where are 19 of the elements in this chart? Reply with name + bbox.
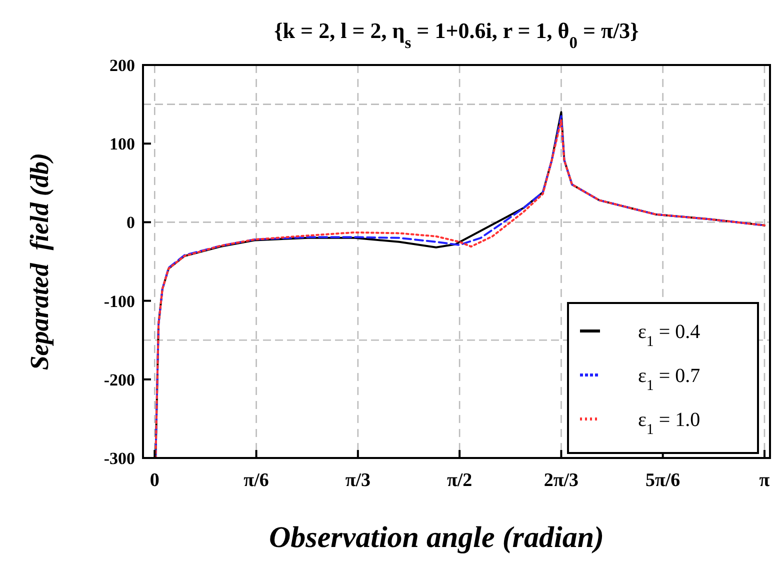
x-tick-label: π/6 bbox=[244, 470, 269, 491]
legend-label: ε$_{1}$ = 1.0 bbox=[638, 409, 700, 438]
y-tick-label: 0 bbox=[126, 213, 135, 232]
x-tick-label: π/2 bbox=[446, 470, 472, 491]
x-tick-label: π bbox=[759, 470, 770, 491]
x-axis-title: Observation angle (radian) bbox=[268, 521, 604, 554]
x-tick-label: π/3 bbox=[345, 470, 371, 491]
legend-label: ε$_{1}$ = 0.7 bbox=[638, 365, 700, 394]
y-tick-label: -200 bbox=[104, 370, 135, 390]
x-tick-label: 2π/3 bbox=[544, 470, 579, 491]
chart-title: {k = 2, l = 2, η$_{s}$ = 1+0.6i, r = 1, θ$_{0}$ = π/3} bbox=[274, 18, 639, 52]
x-tick-label: 0 bbox=[150, 470, 160, 491]
legend-label: ε$_{1}$ = 0.4 bbox=[638, 321, 700, 350]
y-tick-label: -100 bbox=[104, 292, 135, 311]
x-tick-label: 5π/6 bbox=[645, 470, 680, 491]
y-tick-label: 100 bbox=[110, 134, 135, 154]
y-tick-label: -300 bbox=[104, 449, 135, 468]
y-axis-title: Separated field (db) bbox=[25, 152, 54, 370]
y-tick-label: 200 bbox=[110, 56, 135, 75]
